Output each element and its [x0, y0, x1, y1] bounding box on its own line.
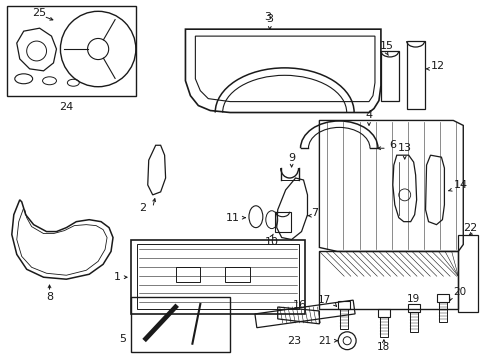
Bar [319, 251, 457, 309]
Bar [131, 297, 229, 352]
Bar [406, 41, 424, 109]
Bar [274, 212, 290, 232]
Text: 10: 10 [264, 236, 278, 246]
Bar [437, 294, 449, 302]
Text: 16: 16 [292, 300, 306, 310]
Bar [136, 245, 298, 309]
Text: 6: 6 [388, 140, 395, 150]
Text: 24: 24 [59, 101, 74, 112]
Text: 25: 25 [31, 8, 45, 18]
Text: 19: 19 [406, 294, 420, 304]
Text: 3: 3 [264, 12, 271, 22]
Text: 2: 2 [139, 203, 146, 213]
Bar [340, 309, 348, 329]
Bar [379, 317, 387, 337]
Text: 15: 15 [379, 41, 393, 51]
Bar [457, 235, 477, 312]
Text: 5: 5 [119, 334, 126, 344]
Bar [409, 312, 417, 332]
Bar [439, 302, 446, 322]
Text: 3: 3 [266, 14, 272, 24]
Text: 21: 21 [318, 336, 331, 346]
Text: 7: 7 [311, 208, 318, 218]
Text: 12: 12 [430, 61, 444, 71]
Text: 9: 9 [287, 153, 295, 163]
Text: 13: 13 [397, 143, 411, 153]
Text: 23: 23 [287, 336, 301, 346]
Text: 8: 8 [46, 292, 53, 302]
Text: 14: 14 [453, 180, 467, 190]
Bar [377, 309, 389, 317]
Text: 20: 20 [453, 287, 466, 297]
Bar [337, 301, 349, 309]
Text: 22: 22 [462, 223, 477, 233]
Bar [175, 267, 200, 282]
Bar [255, 300, 354, 328]
Bar [131, 240, 304, 314]
Bar [407, 304, 419, 312]
Text: 4: 4 [364, 111, 372, 121]
Bar [380, 51, 398, 101]
Text: 18: 18 [377, 342, 390, 352]
Bar [7, 6, 136, 96]
Text: 17: 17 [318, 295, 331, 305]
Bar [225, 267, 249, 282]
Text: 11: 11 [226, 213, 240, 223]
Text: 1: 1 [114, 272, 121, 282]
